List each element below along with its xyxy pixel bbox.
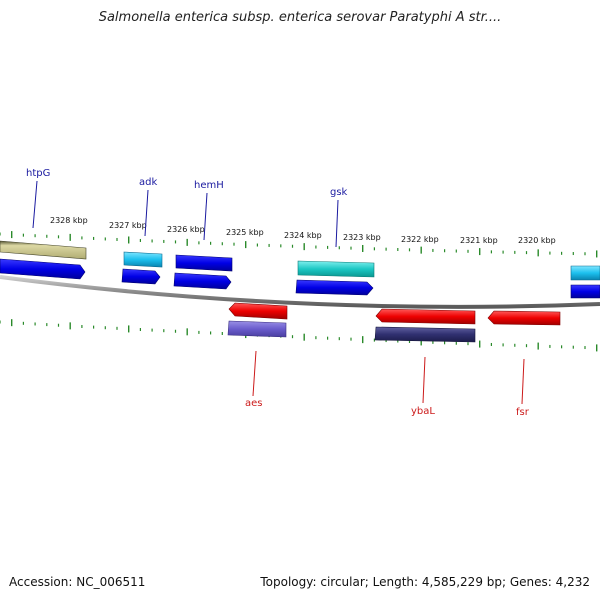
kbp-label-2322: 2322 kbp	[401, 235, 439, 244]
gene-feature-htpG[interactable]	[0, 258, 86, 280]
gene-feature-ybaL[interactable]	[375, 308, 476, 325]
gene-label-ybaL[interactable]: ybaL	[411, 406, 435, 417]
gene-feature-aes[interactable]	[228, 302, 288, 320]
kbp-label-2320: 2320 kbp	[518, 236, 556, 245]
genome-backbone	[0, 275, 600, 309]
kbp-label-2327: 2327 kbp	[109, 221, 147, 230]
kbp-label-2324: 2324 kbp	[284, 231, 322, 240]
gene-feature-hemH-cog[interactable]	[175, 254, 233, 272]
reverse-genes	[227, 302, 561, 343]
gene-label-gsk[interactable]: gsk	[330, 187, 348, 198]
gene-labels: htpG adk hemH gsk aes ybaL fsr	[26, 168, 530, 418]
gene-label-hemH[interactable]: hemH	[194, 180, 224, 191]
reverse-tick-row	[0, 319, 598, 352]
label-leaders	[32, 180, 525, 405]
kbp-label-2325: 2325 kbp	[226, 228, 264, 237]
leader-htpG	[32, 180, 38, 229]
kbp-label-2328: 2328 kbp	[50, 216, 88, 225]
leader-aes	[252, 350, 257, 397]
leader-gsk	[335, 199, 339, 248]
genome-summary-text: Topology: circular; Length: 4,585,229 bp…	[260, 575, 590, 589]
gene-feature-aes-cog[interactable]	[227, 320, 287, 338]
kbp-label-2326: 2326 kbp	[167, 225, 205, 234]
leader-hemH	[203, 192, 208, 241]
leader-ybaL	[422, 356, 426, 404]
gene-label-htpG[interactable]: htpG	[26, 168, 50, 179]
gene-label-adk[interactable]: adk	[139, 177, 157, 188]
forward-genes	[0, 240, 600, 299]
kbp-scale: 2328 kbp 2327 kbp 2326 kbp 2325 kbp 2324…	[50, 216, 556, 245]
gene-feature-gsk-cog[interactable]	[297, 260, 375, 278]
gene-feature-edge-cog[interactable]	[570, 265, 600, 281]
kbp-label-2321: 2321 kbp	[460, 236, 498, 245]
gene-feature-adk[interactable]	[121, 268, 161, 285]
gene-feature-fsr[interactable]	[487, 310, 561, 326]
gene-label-aes[interactable]: aes	[245, 398, 263, 409]
accession-text: Accession: NC_006511	[9, 575, 146, 589]
gene-feature-htpG-cog[interactable]	[0, 240, 87, 260]
gene-feature-adk-cog[interactable]	[123, 251, 163, 268]
forward-tick-row	[0, 231, 598, 258]
gene-label-fsr[interactable]: fsr	[516, 407, 530, 418]
gene-feature-gsk[interactable]	[295, 279, 374, 296]
map-title: Salmonella enterica subsp. enterica sero…	[98, 10, 502, 25]
gene-feature-ybaL-cog[interactable]	[374, 326, 476, 343]
leader-fsr	[521, 358, 525, 405]
gene-feature-edge[interactable]	[570, 284, 600, 299]
leader-adk	[144, 189, 149, 237]
kbp-label-2323: 2323 kbp	[343, 233, 381, 242]
gene-feature-hemH[interactable]	[173, 272, 232, 290]
